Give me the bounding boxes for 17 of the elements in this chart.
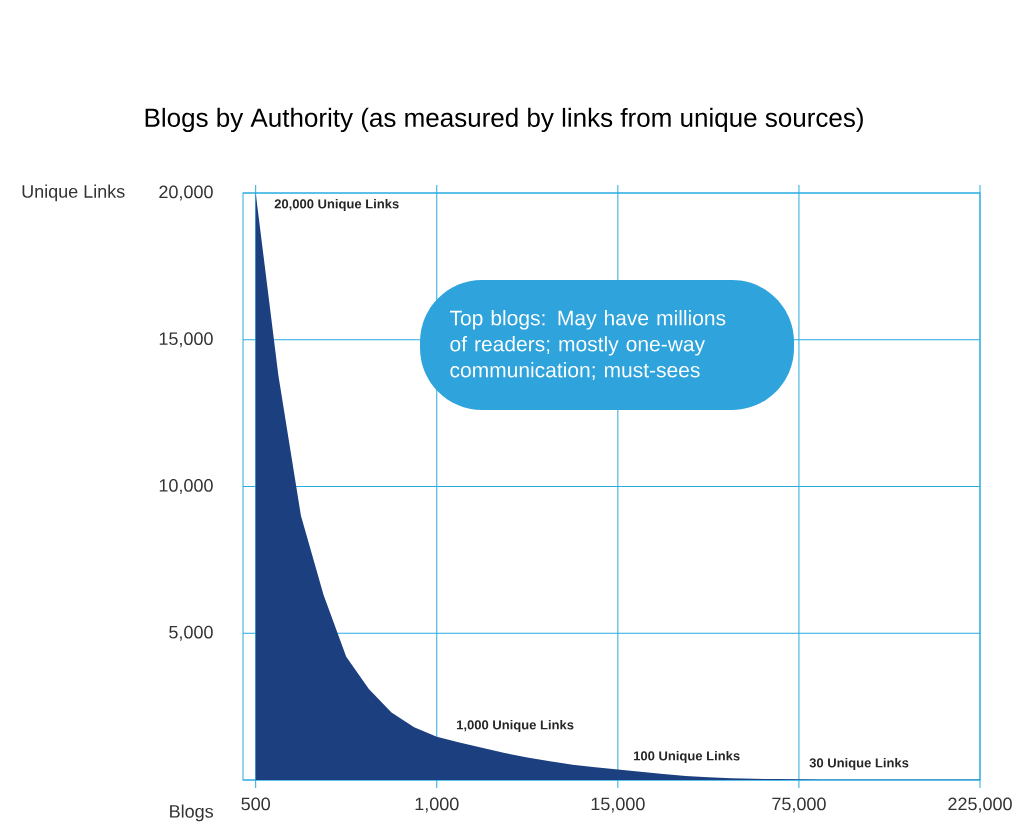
annotation: Top blogs: May have millions of readers; mostly one-way communication; must-sees xyxy=(449,310,726,380)
x-axis-title: Blogs xyxy=(170,804,214,822)
y-tick-label: 10,000 xyxy=(159,479,213,494)
y-axis-title: Unique Links xyxy=(22,184,125,202)
x-tick-label: 1,000 xyxy=(415,797,459,813)
y-tick-label: 15,000 xyxy=(159,332,213,348)
annotation: 20,000 Unique Links xyxy=(274,198,399,212)
x-tick-label: 15,000 xyxy=(591,797,645,813)
y-tick-label: 20,000 xyxy=(159,185,213,201)
x-tick-label: 500 xyxy=(241,797,270,811)
x-tick-label: 75,000 xyxy=(772,797,826,813)
chart-title: Blogs by Authority (as measured by links from unique sources) xyxy=(145,107,863,133)
annotation: 1,000 Unique Links xyxy=(457,719,574,733)
annotation: 100 Unique Links xyxy=(634,750,740,764)
annotation: 30 Unique Links xyxy=(809,757,909,771)
x-tick-label: 225,000 xyxy=(948,797,1012,813)
y-tick-label: 5,000 xyxy=(169,625,213,641)
